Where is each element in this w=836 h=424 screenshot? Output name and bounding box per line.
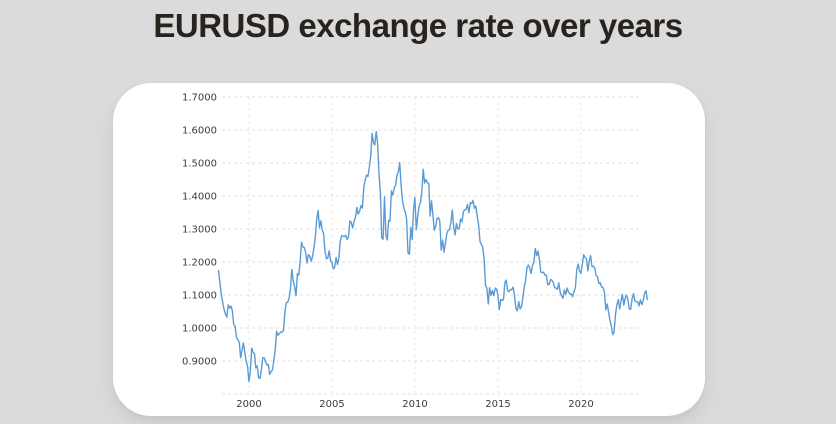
y-axis-tick-labels: 1.7000 1.6000 1.5000 1.4000 1.3000 1.2000 1.10… xyxy=(182,93,217,368)
eurusd-price-line xyxy=(217,130,648,383)
y-tick-label: 1.4000 xyxy=(182,192,217,203)
horizontal-gridlines xyxy=(222,96,643,395)
y-tick-label: 1.0000 xyxy=(182,324,217,335)
y-tick-label: 1.3000 xyxy=(182,225,217,236)
vertical-gridlines xyxy=(248,97,582,394)
x-tick-label: 2005 xyxy=(319,399,344,410)
chart-card: 1.7000 1.6000 1.5000 1.4000 1.3000 1.2000 1.10… xyxy=(113,83,705,416)
x-tick-label: 2020 xyxy=(568,399,593,410)
eurusd-line-chart: 1.7000 1.6000 1.5000 1.4000 1.3000 1.2000 1.10… xyxy=(182,93,648,410)
y-tick-label: 1.1000 xyxy=(182,291,217,302)
x-tick-label: 2000 xyxy=(236,399,261,410)
page-title: EURUSD exchange rate over years xyxy=(153,7,683,44)
y-tick-label: 1.7000 xyxy=(182,93,217,104)
y-tick-label: 1.2000 xyxy=(182,258,217,269)
x-tick-label: 2010 xyxy=(402,399,427,410)
x-axis-tick-labels: 2000 2005 2010 2015 2020 xyxy=(236,399,593,410)
y-tick-label: 1.5000 xyxy=(182,159,217,170)
x-tick-label: 2015 xyxy=(485,399,510,410)
y-tick-label: 1.6000 xyxy=(182,126,217,137)
y-tick-label: 0.9000 xyxy=(182,357,217,368)
